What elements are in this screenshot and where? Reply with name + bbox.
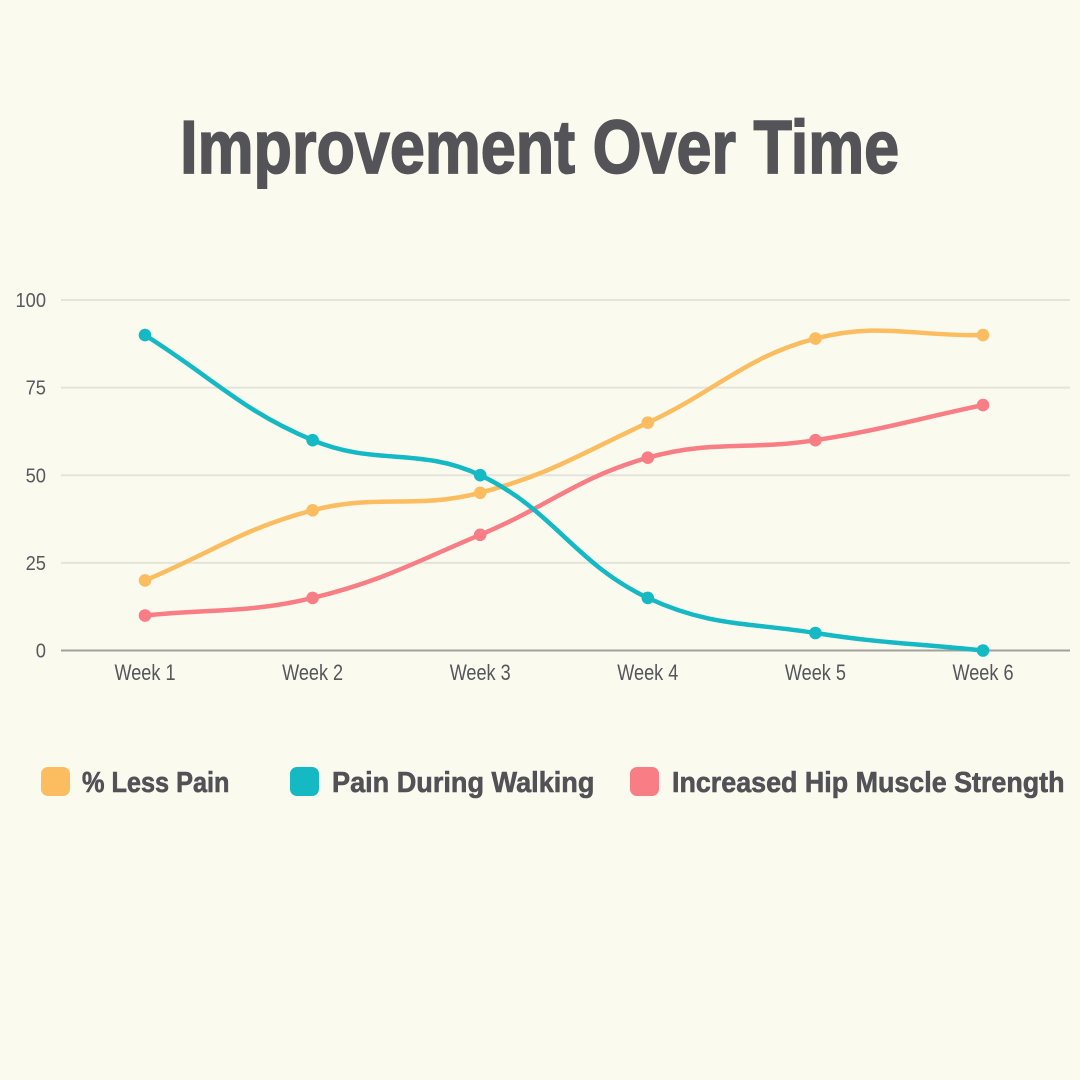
svg-text:100: 100 [16,290,47,312]
svg-text:Week 4: Week 4 [617,660,678,685]
svg-text:Week 1: Week 1 [115,660,176,685]
svg-text:75: 75 [26,378,46,400]
svg-text:25: 25 [26,553,46,575]
svg-text:0: 0 [36,641,46,663]
svg-text:Week 2: Week 2 [282,660,343,685]
svg-text:50: 50 [26,465,46,487]
svg-text:Week 6: Week 6 [953,660,1014,685]
svg-text:Week 3: Week 3 [450,660,511,685]
svg-text:Week 5: Week 5 [785,660,846,685]
